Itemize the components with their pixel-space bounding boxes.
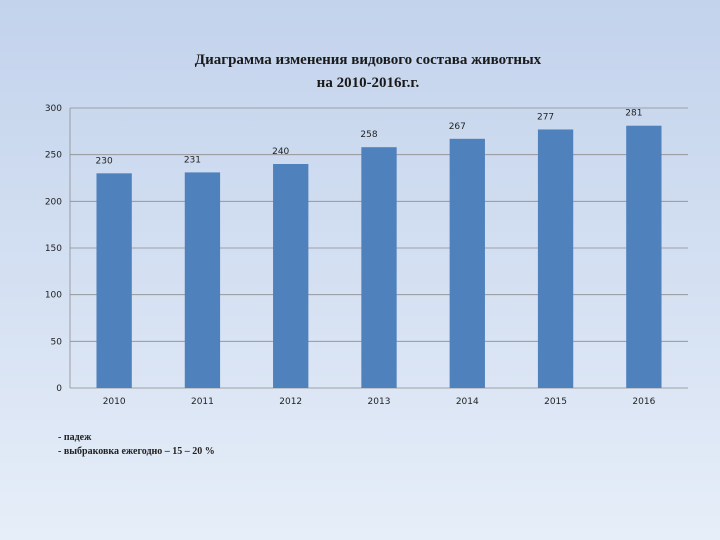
- y-tick-label: 0: [56, 384, 62, 394]
- note: - падеж: [58, 432, 92, 443]
- y-tick-label: 250: [45, 151, 62, 161]
- value-label: 267: [449, 122, 466, 132]
- bar: [361, 147, 397, 388]
- bar: [96, 173, 132, 388]
- x-tick-label: 2014: [456, 397, 479, 407]
- value-label: 277: [537, 112, 554, 122]
- bar: [184, 172, 221, 388]
- chart-title: на 2010-2016г.г.: [317, 75, 420, 91]
- y-tick-label: 200: [45, 197, 62, 207]
- value-label: 281: [625, 109, 642, 119]
- y-tick-label: 150: [45, 244, 62, 254]
- value-label: 240: [272, 147, 289, 157]
- chart-title: Диаграмма изменения видового состава жив…: [195, 52, 542, 68]
- x-tick-label: 2010: [103, 397, 126, 407]
- x-tick-label: 2015: [544, 397, 567, 407]
- value-label: 231: [184, 155, 201, 165]
- value-label: 230: [96, 156, 113, 166]
- bar: [626, 125, 662, 388]
- value-label: 258: [360, 130, 377, 140]
- y-tick-label: 100: [45, 291, 62, 301]
- y-tick-label: 300: [45, 104, 62, 114]
- bar: [537, 129, 574, 388]
- x-tick-label: 2013: [368, 397, 391, 407]
- x-tick-label: 2016: [632, 397, 655, 407]
- x-tick-label: 2012: [279, 397, 302, 407]
- bar: [449, 138, 485, 388]
- note: - выбраковка ежегодно – 15 – 20 %: [58, 446, 215, 457]
- y-tick-label: 50: [51, 337, 63, 347]
- x-tick-label: 2011: [191, 397, 214, 407]
- bar: [273, 164, 309, 388]
